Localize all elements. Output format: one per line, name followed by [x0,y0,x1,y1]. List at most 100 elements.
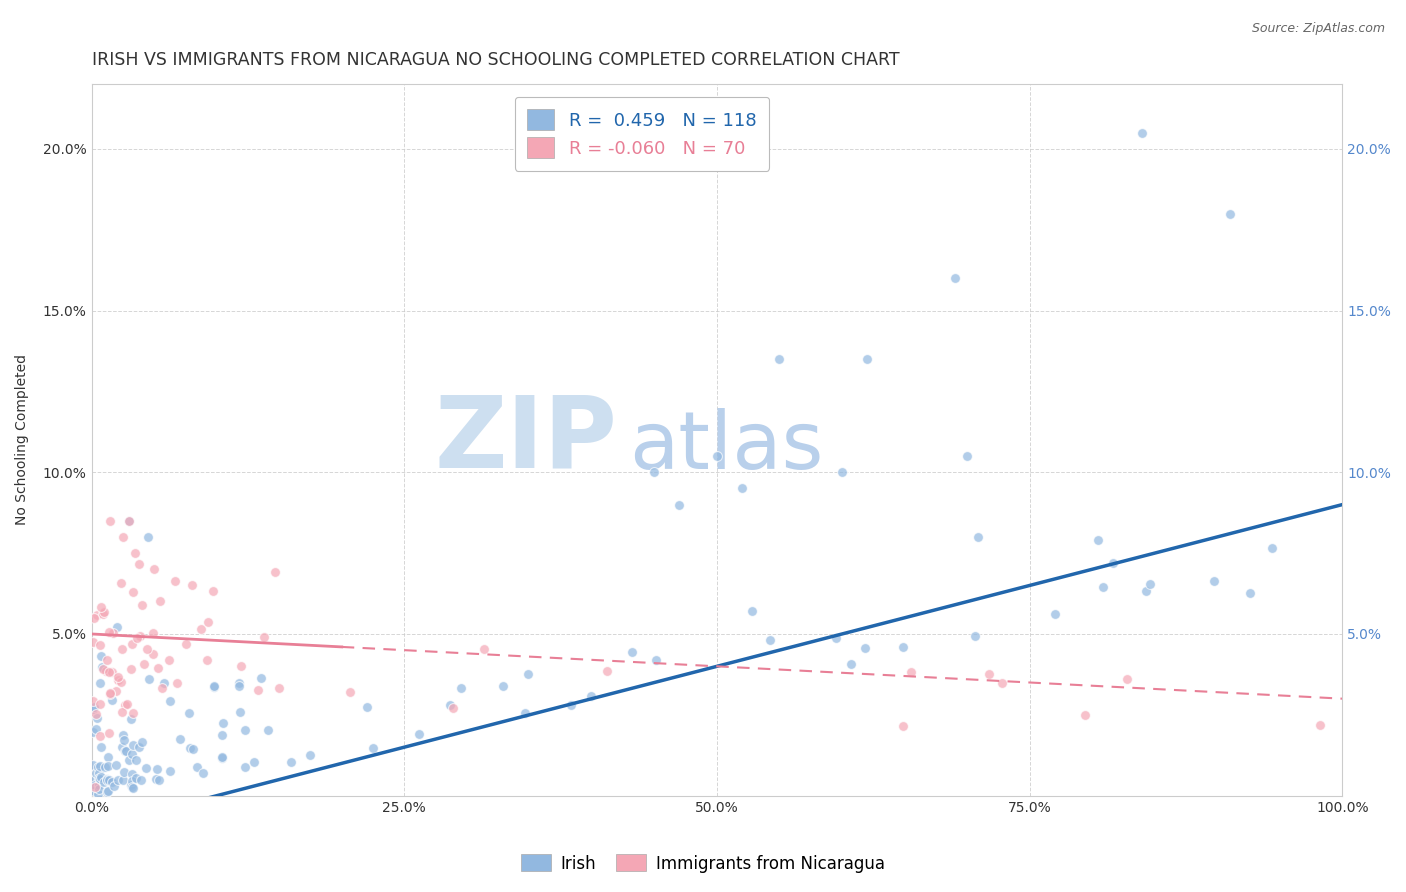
Point [492,679,515,693]
Point [82,694,104,708]
Point [758,633,780,648]
Text: atlas: atlas [630,408,824,486]
Point [157,653,180,667]
Point [115,744,138,758]
Point [620,645,643,659]
Point [195,653,218,667]
Point [1261,541,1284,555]
Point [212,716,235,731]
Point [253,630,276,644]
Point [100,514,122,528]
Y-axis label: No Schooling Completed: No Schooling Completed [15,354,30,525]
Point [668,498,690,512]
Point [107,673,129,687]
Point [900,665,922,679]
Point [125,771,148,785]
Point [731,482,754,496]
Point [90,740,112,755]
Point [148,772,170,787]
Point [142,626,165,640]
Point [1139,577,1161,591]
Point [267,681,290,696]
Point [91,662,114,676]
Point [122,585,145,599]
Point [112,772,135,787]
Point [150,681,173,695]
Point [264,566,287,580]
Point [111,642,134,657]
Point [89,697,111,711]
Point [82,758,104,772]
Point [202,679,225,693]
Point [90,600,112,615]
Point [163,574,186,589]
Point [96,653,118,667]
Point [159,764,181,778]
Point [211,750,233,764]
Point [96,772,118,787]
Point [991,676,1014,690]
Point [228,675,250,690]
Point [107,773,129,788]
Point [110,576,132,591]
Point [856,352,879,367]
Point [853,640,876,655]
Point [124,546,146,560]
Point [190,623,212,637]
Point [89,638,111,652]
Point [128,629,150,643]
Point [128,557,150,571]
Point [120,662,142,676]
Point [97,773,120,788]
Point [87,766,110,780]
Point [1115,672,1137,686]
Point [101,774,124,789]
Point [84,707,107,722]
Point [179,740,201,755]
Point [136,530,159,544]
Point [121,637,143,651]
Point [112,732,135,747]
Point [129,772,152,787]
Point [121,780,143,795]
Point [249,672,271,686]
Point [87,787,110,801]
Point [1239,585,1261,599]
Point [824,631,846,645]
Point [186,760,208,774]
Point [138,672,160,686]
Point [439,698,461,712]
Point [83,611,105,625]
Point [107,670,129,684]
Point [228,679,250,693]
Point [1087,533,1109,548]
Point [104,683,127,698]
Point [831,465,853,479]
Point [93,605,115,619]
Point [242,755,264,769]
Point [965,629,987,643]
Point [128,740,150,755]
Point [706,449,728,463]
Point [131,598,153,612]
Point [98,624,121,639]
Point [146,762,169,776]
Point [193,766,215,780]
Point [100,692,122,706]
Point [89,772,111,786]
Point [118,514,141,528]
Point [142,647,165,661]
Point [596,664,619,678]
Point [93,760,115,774]
Point [90,648,112,663]
Point [83,700,105,714]
Point [122,781,145,796]
Point [87,760,110,774]
Point [361,741,384,756]
Point [1309,717,1331,731]
Point [450,681,472,695]
Point [153,676,176,690]
Point [89,772,111,786]
Text: ZIP: ZIP [434,392,617,489]
Point [86,607,108,622]
